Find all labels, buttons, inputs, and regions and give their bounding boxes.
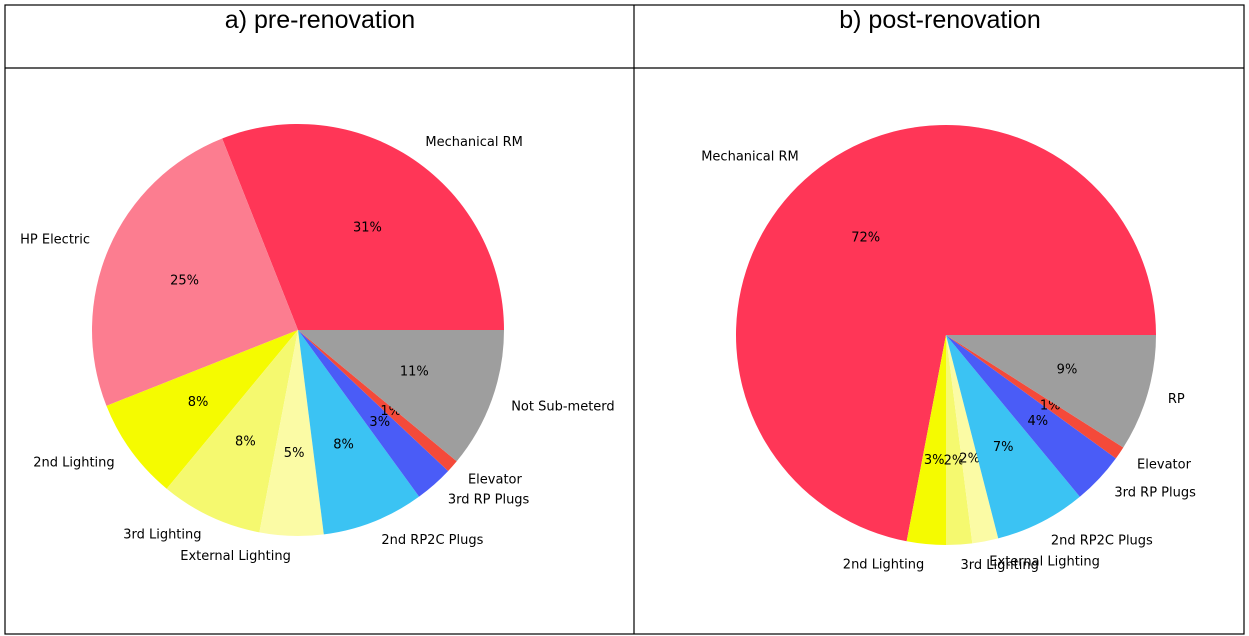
percent-label: 2%	[944, 453, 965, 468]
percent-label: 9%	[1057, 363, 1078, 378]
chart-title: b) post-renovation	[839, 6, 1041, 34]
percent-label: 8%	[333, 437, 354, 452]
slice-label: 3rd RP Plugs	[1114, 486, 1196, 501]
percent-label: 5%	[284, 446, 305, 461]
pie-slice	[946, 335, 999, 544]
slice-label: 2nd Lighting	[843, 557, 924, 572]
table-border	[4, 4, 1245, 635]
percent-label: 2%	[959, 451, 980, 466]
percent-label: 4%	[1028, 414, 1049, 429]
percent-label: 3%	[369, 415, 390, 430]
slice-label: Elevator	[468, 472, 523, 487]
pie-slice	[946, 335, 1156, 448]
slice-label: 2nd Lighting	[33, 456, 114, 471]
slice-label: Mechanical RM	[425, 135, 523, 150]
pie-slice	[106, 330, 299, 489]
pie-slice	[906, 335, 946, 545]
pie-slice	[736, 125, 1156, 542]
pie-slice	[298, 330, 420, 535]
chart-title: a) pre-renovation	[225, 6, 415, 34]
percent-label: 72%	[851, 230, 880, 245]
slice-label: RP	[1168, 392, 1185, 407]
slice-label: Mechanical RM	[701, 150, 799, 165]
slice-label: Elevator	[1137, 457, 1192, 472]
pie-slice	[222, 124, 505, 330]
slice-label: External Lighting	[180, 549, 291, 564]
percent-label: 11%	[400, 364, 429, 379]
percent-label: 31%	[353, 220, 382, 235]
pie-slice	[946, 335, 1124, 459]
pie-slice	[946, 335, 973, 545]
slice-label: HP Electric	[20, 233, 90, 248]
pie-slice	[92, 138, 299, 406]
percent-label: 8%	[188, 395, 209, 410]
pie-slice	[259, 330, 324, 536]
slice-label: 3rd Lighting	[123, 528, 201, 543]
slice-label: 3rd RP Plugs	[448, 492, 530, 507]
slice-label: External Lighting	[989, 554, 1100, 569]
pie-slice	[298, 330, 457, 472]
slice-label: 2nd RP2C Plugs	[381, 533, 483, 548]
pie-slice	[298, 330, 449, 497]
percent-label: 7%	[993, 440, 1014, 455]
pie-slice	[946, 335, 1116, 497]
slice-label: 3rd Lighting	[961, 558, 1039, 573]
percent-label: 25%	[170, 273, 199, 288]
percent-label: 3%	[924, 453, 945, 468]
percent-label: 8%	[235, 434, 256, 449]
slice-label: 2nd RP2C Plugs	[1051, 533, 1153, 548]
pie-slice	[298, 330, 504, 462]
slice-label: Not Sub-meterd	[511, 399, 614, 414]
pie-slice	[946, 335, 1080, 539]
pie-slice	[166, 330, 298, 533]
